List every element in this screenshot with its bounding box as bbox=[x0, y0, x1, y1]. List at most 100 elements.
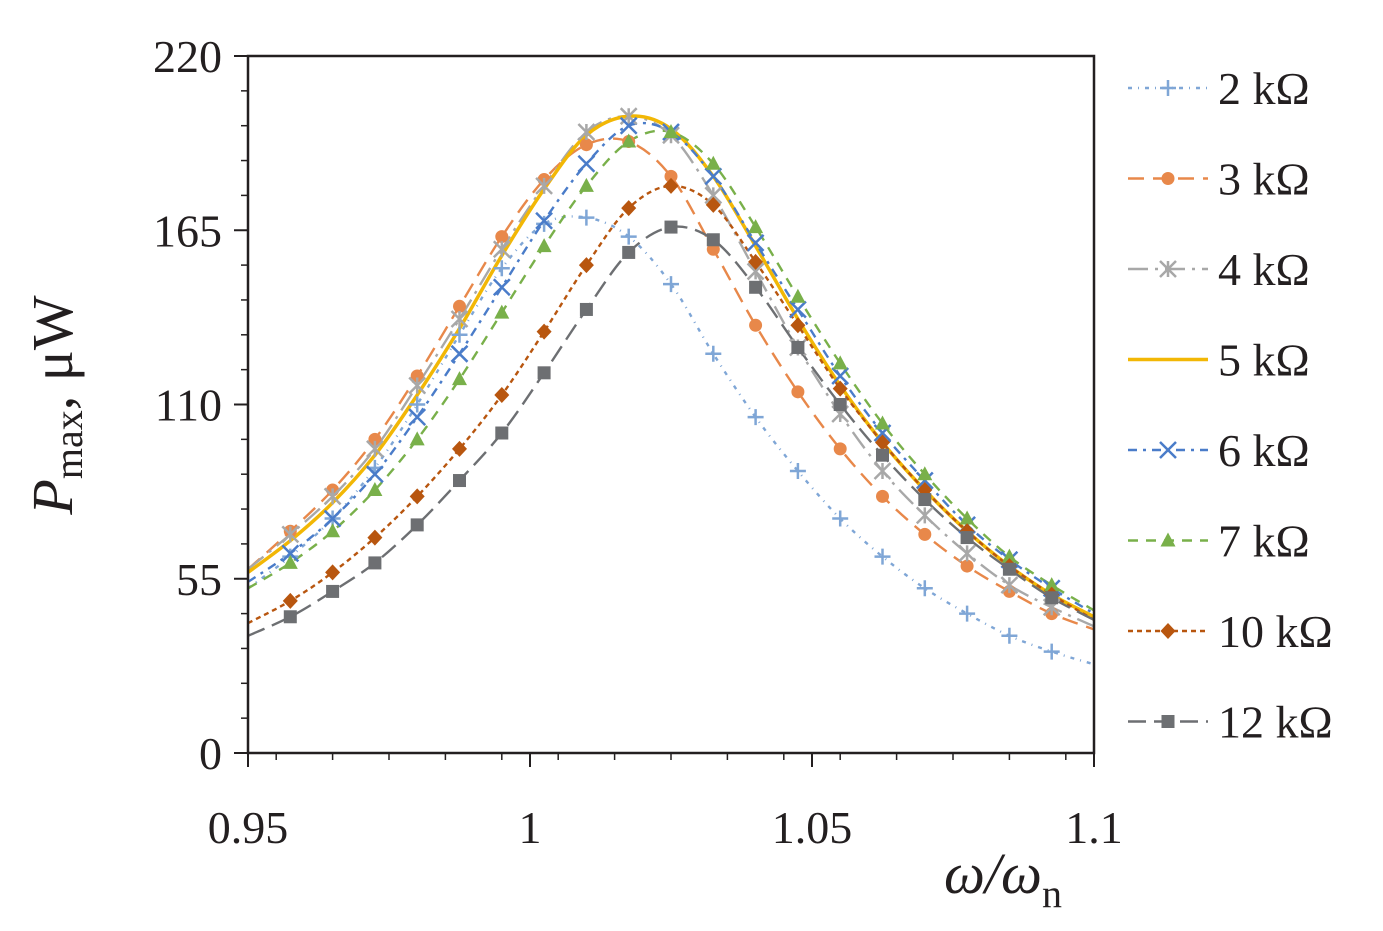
data-point-4kohm bbox=[281, 525, 300, 544]
data-point-7kohm bbox=[325, 523, 341, 538]
x-tick-label: 1.05 bbox=[772, 802, 853, 853]
data-point-12kohm bbox=[326, 584, 340, 598]
data-point-7kohm bbox=[875, 415, 890, 430]
data-point-7kohm bbox=[832, 355, 848, 370]
y-tick-label: 55 bbox=[176, 554, 222, 605]
data-point-6kohm bbox=[789, 300, 807, 319]
axis-layer: 0 55 110 165 220 0.95 1 1.05 1.1 bbox=[153, 31, 1123, 853]
data-point-3kohm bbox=[368, 432, 382, 446]
series-line-6kohm bbox=[248, 121, 1094, 615]
data-point-6kohm bbox=[281, 544, 300, 563]
data-point-6kohm bbox=[704, 167, 723, 186]
legend-item-7kohm: 7 kΩ bbox=[1128, 516, 1310, 567]
data-point-7kohm bbox=[663, 124, 679, 139]
data-point-12kohm bbox=[495, 426, 509, 440]
data-point-10kohm bbox=[578, 257, 594, 274]
y-tick-label: 220 bbox=[153, 31, 222, 82]
data-point-4kohm bbox=[492, 240, 511, 259]
data-point-10kohm bbox=[875, 434, 890, 451]
data-point-10kohm bbox=[409, 488, 425, 505]
data-point-7kohm bbox=[790, 288, 806, 303]
data-point-7kohm bbox=[409, 431, 425, 446]
data-point-4kohm bbox=[450, 310, 469, 328]
legend-label: 12 kΩ bbox=[1218, 697, 1333, 748]
data-point-2kohm bbox=[620, 228, 637, 245]
legend-swatch-marker bbox=[1160, 623, 1176, 639]
data-point-12kohm bbox=[1002, 562, 1016, 576]
data-point-3kohm bbox=[876, 489, 889, 503]
data-point-4kohm bbox=[1000, 576, 1019, 594]
data-point-6kohm bbox=[366, 465, 384, 484]
legend-swatch-marker bbox=[1160, 80, 1176, 96]
data-point-12kohm bbox=[368, 556, 382, 570]
data-point-7kohm bbox=[1044, 577, 1060, 592]
series-line-3kohm bbox=[248, 137, 1094, 631]
data-point-7kohm bbox=[1001, 548, 1017, 563]
legend-item-3kohm: 3 kΩ bbox=[1128, 154, 1310, 205]
data-point-7kohm bbox=[917, 466, 933, 481]
y-tick-label: 165 bbox=[153, 205, 222, 256]
data-point-12kohm bbox=[283, 610, 297, 624]
data-point-10kohm bbox=[536, 323, 552, 340]
data-point-10kohm bbox=[832, 380, 848, 397]
marker-layer bbox=[281, 107, 1061, 660]
data-point-7kohm bbox=[748, 219, 764, 234]
data-point-4kohm bbox=[366, 439, 384, 458]
legend-label: 3 kΩ bbox=[1218, 154, 1310, 205]
data-point-12kohm bbox=[579, 302, 593, 316]
data-point-7kohm bbox=[705, 155, 721, 170]
data-point-10kohm bbox=[663, 177, 679, 194]
data-point-10kohm bbox=[705, 196, 721, 213]
data-point-2kohm bbox=[916, 580, 933, 597]
data-point-6kohm bbox=[619, 116, 638, 135]
data-point-3kohm bbox=[410, 369, 424, 383]
legend-swatch-marker bbox=[1160, 532, 1176, 547]
data-point-10kohm bbox=[494, 386, 510, 403]
data-point-12kohm bbox=[1045, 591, 1059, 605]
data-point-2kohm bbox=[1001, 627, 1018, 644]
data-point-4kohm bbox=[577, 123, 596, 141]
legend-item-4kohm: 4 kΩ bbox=[1128, 244, 1310, 295]
data-point-3kohm bbox=[960, 559, 974, 573]
data-point-2kohm bbox=[536, 215, 553, 232]
data-point-10kohm bbox=[282, 592, 298, 609]
data-point-3kohm bbox=[664, 169, 678, 183]
data-point-3kohm bbox=[749, 318, 763, 332]
data-point-6kohm bbox=[535, 211, 553, 230]
data-point-12kohm bbox=[918, 493, 932, 507]
data-point-12kohm bbox=[453, 474, 466, 488]
x-tick-label: 1.1 bbox=[1065, 802, 1123, 853]
data-point-6kohm bbox=[577, 154, 596, 173]
data-point-10kohm bbox=[790, 317, 806, 334]
legend-label: 6 kΩ bbox=[1218, 425, 1310, 476]
data-point-3kohm bbox=[495, 230, 509, 244]
data-point-2kohm bbox=[1043, 643, 1060, 660]
data-point-12kohm bbox=[664, 220, 678, 234]
legend-item-5kohm: 5 kΩ bbox=[1128, 335, 1310, 386]
series-line-10kohm bbox=[248, 184, 1094, 625]
data-point-6kohm bbox=[450, 344, 469, 363]
data-point-10kohm bbox=[367, 529, 383, 546]
legend-swatch-marker bbox=[1159, 441, 1177, 459]
data-point-12kohm bbox=[537, 366, 551, 380]
data-point-4kohm bbox=[408, 376, 427, 395]
data-point-2kohm bbox=[789, 463, 806, 480]
legend-swatch-marker bbox=[1159, 260, 1177, 278]
data-point-6kohm bbox=[408, 408, 427, 427]
legend-label: 4 kΩ bbox=[1218, 244, 1310, 295]
series-line-4kohm bbox=[248, 114, 1094, 628]
legend-item-2kohm: 2 kΩ bbox=[1128, 63, 1310, 114]
data-point-2kohm bbox=[959, 605, 976, 622]
data-point-10kohm bbox=[748, 253, 764, 270]
x-axis-symbol: ω/ω bbox=[944, 841, 1042, 906]
y-axis-symbol: P bbox=[20, 479, 85, 515]
data-point-3kohm bbox=[791, 385, 805, 399]
x-axis-title: ω/ωn bbox=[944, 841, 1062, 916]
data-point-12kohm bbox=[833, 398, 847, 411]
data-point-2kohm bbox=[874, 548, 891, 565]
data-point-12kohm bbox=[706, 233, 720, 247]
x-tick-label: 0.95 bbox=[208, 802, 289, 853]
data-point-12kohm bbox=[749, 280, 763, 294]
y-axis-unit: , μW bbox=[20, 295, 85, 410]
